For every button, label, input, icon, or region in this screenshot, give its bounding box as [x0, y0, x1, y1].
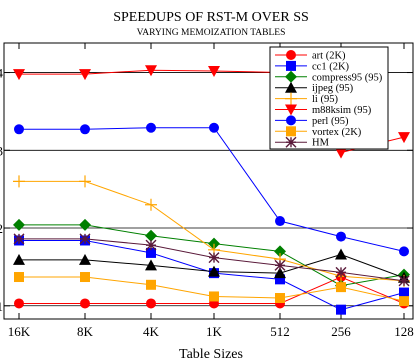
legend-marker — [286, 115, 296, 126]
data-point — [274, 245, 286, 258]
data-point — [336, 304, 346, 315]
y-tick-label: 3 — [0, 143, 3, 158]
data-point — [208, 65, 220, 77]
x-tick-label: 8K — [77, 324, 94, 339]
plot-frame — [3, 42, 414, 320]
data-point — [335, 147, 347, 159]
data-point — [275, 274, 285, 285]
chart-subtitle: VARYING MEMOIZATION TABLES — [137, 28, 286, 38]
data-point — [209, 122, 219, 133]
data-point — [80, 124, 90, 135]
legend-label: perl (95) — [312, 116, 349, 127]
data-point — [14, 124, 24, 135]
data-point — [335, 266, 347, 278]
legend-label: cc1 (2K) — [312, 61, 350, 72]
data-point — [398, 132, 410, 144]
legend-marker — [285, 104, 297, 116]
axis-ticks: 1 2 3 4 16K 8K 4K 1K 512 256 128 — [0, 43, 414, 339]
data-point — [145, 229, 157, 242]
data-point — [399, 287, 409, 298]
legend-marker — [285, 81, 297, 93]
x-tick-label: 4K — [143, 324, 160, 339]
x-axis-label: Table Sizes — [179, 347, 243, 362]
series-7 — [14, 272, 409, 307]
chart-title: SPEEDUPS OF RST-M OVER SS — [113, 10, 309, 25]
data-point — [14, 272, 24, 283]
data-point — [146, 279, 156, 290]
data-point — [79, 175, 91, 188]
legend-marker — [286, 60, 296, 71]
data-point — [274, 259, 286, 271]
data-point — [336, 282, 346, 293]
data-point — [14, 298, 24, 309]
series-8 — [13, 233, 410, 287]
data-point — [146, 247, 156, 258]
data-point — [13, 69, 25, 81]
legend-label: art (2K) — [312, 51, 346, 62]
legend-label: ijpeg (95) — [312, 83, 354, 94]
data-point — [208, 252, 220, 264]
data-point — [13, 218, 25, 231]
data-point — [146, 122, 156, 133]
data-point — [145, 259, 157, 271]
x-tick-label: 128 — [394, 324, 414, 339]
legend-label: li (95) — [312, 94, 338, 105]
legend: art (2K)cc1 (2K)compress95 (95)ijpeg (95… — [269, 46, 389, 150]
legend-label: m88ksim (95) — [312, 105, 372, 116]
legend-label: HM — [312, 138, 330, 149]
data-point — [79, 218, 91, 231]
legend-marker — [285, 70, 297, 83]
data-point — [209, 291, 219, 302]
data-point — [13, 233, 25, 245]
data-point — [336, 231, 346, 242]
data-point — [275, 293, 285, 304]
series-line — [19, 180, 405, 282]
data-point — [208, 265, 220, 277]
legend-marker — [285, 92, 297, 105]
x-tick-label: 512 — [270, 324, 290, 339]
data-point — [13, 253, 25, 265]
data-point — [399, 296, 409, 307]
y-tick-label: 2 — [0, 221, 3, 236]
data-point — [145, 198, 157, 211]
data-point — [399, 246, 409, 257]
legend-marker — [285, 136, 297, 148]
legend-marker — [286, 126, 296, 137]
series-6 — [14, 122, 409, 257]
series-3 — [13, 248, 410, 283]
legend-label: compress95 (95) — [312, 72, 383, 83]
data-point — [80, 298, 90, 309]
data-point — [146, 298, 156, 309]
data-point — [208, 237, 220, 250]
legend-label: vortex (2K) — [312, 127, 362, 138]
data-point — [80, 272, 90, 283]
data-point — [79, 69, 91, 81]
data-point — [145, 239, 157, 251]
legend-marker — [286, 50, 296, 60]
data-point — [398, 275, 410, 287]
data-point — [145, 65, 157, 77]
data-point — [79, 233, 91, 245]
data-point — [274, 267, 286, 279]
x-tick-label: 1K — [206, 324, 223, 339]
data-point — [79, 253, 91, 265]
data-series — [13, 65, 410, 315]
data-point — [275, 216, 285, 227]
data-point — [13, 175, 25, 188]
data-point — [335, 248, 347, 260]
y-tick-label: 4 — [0, 66, 4, 81]
y-tick-label: 1 — [0, 299, 3, 314]
x-tick-label: 16K — [8, 324, 31, 339]
x-tick-label: 256 — [331, 324, 351, 339]
